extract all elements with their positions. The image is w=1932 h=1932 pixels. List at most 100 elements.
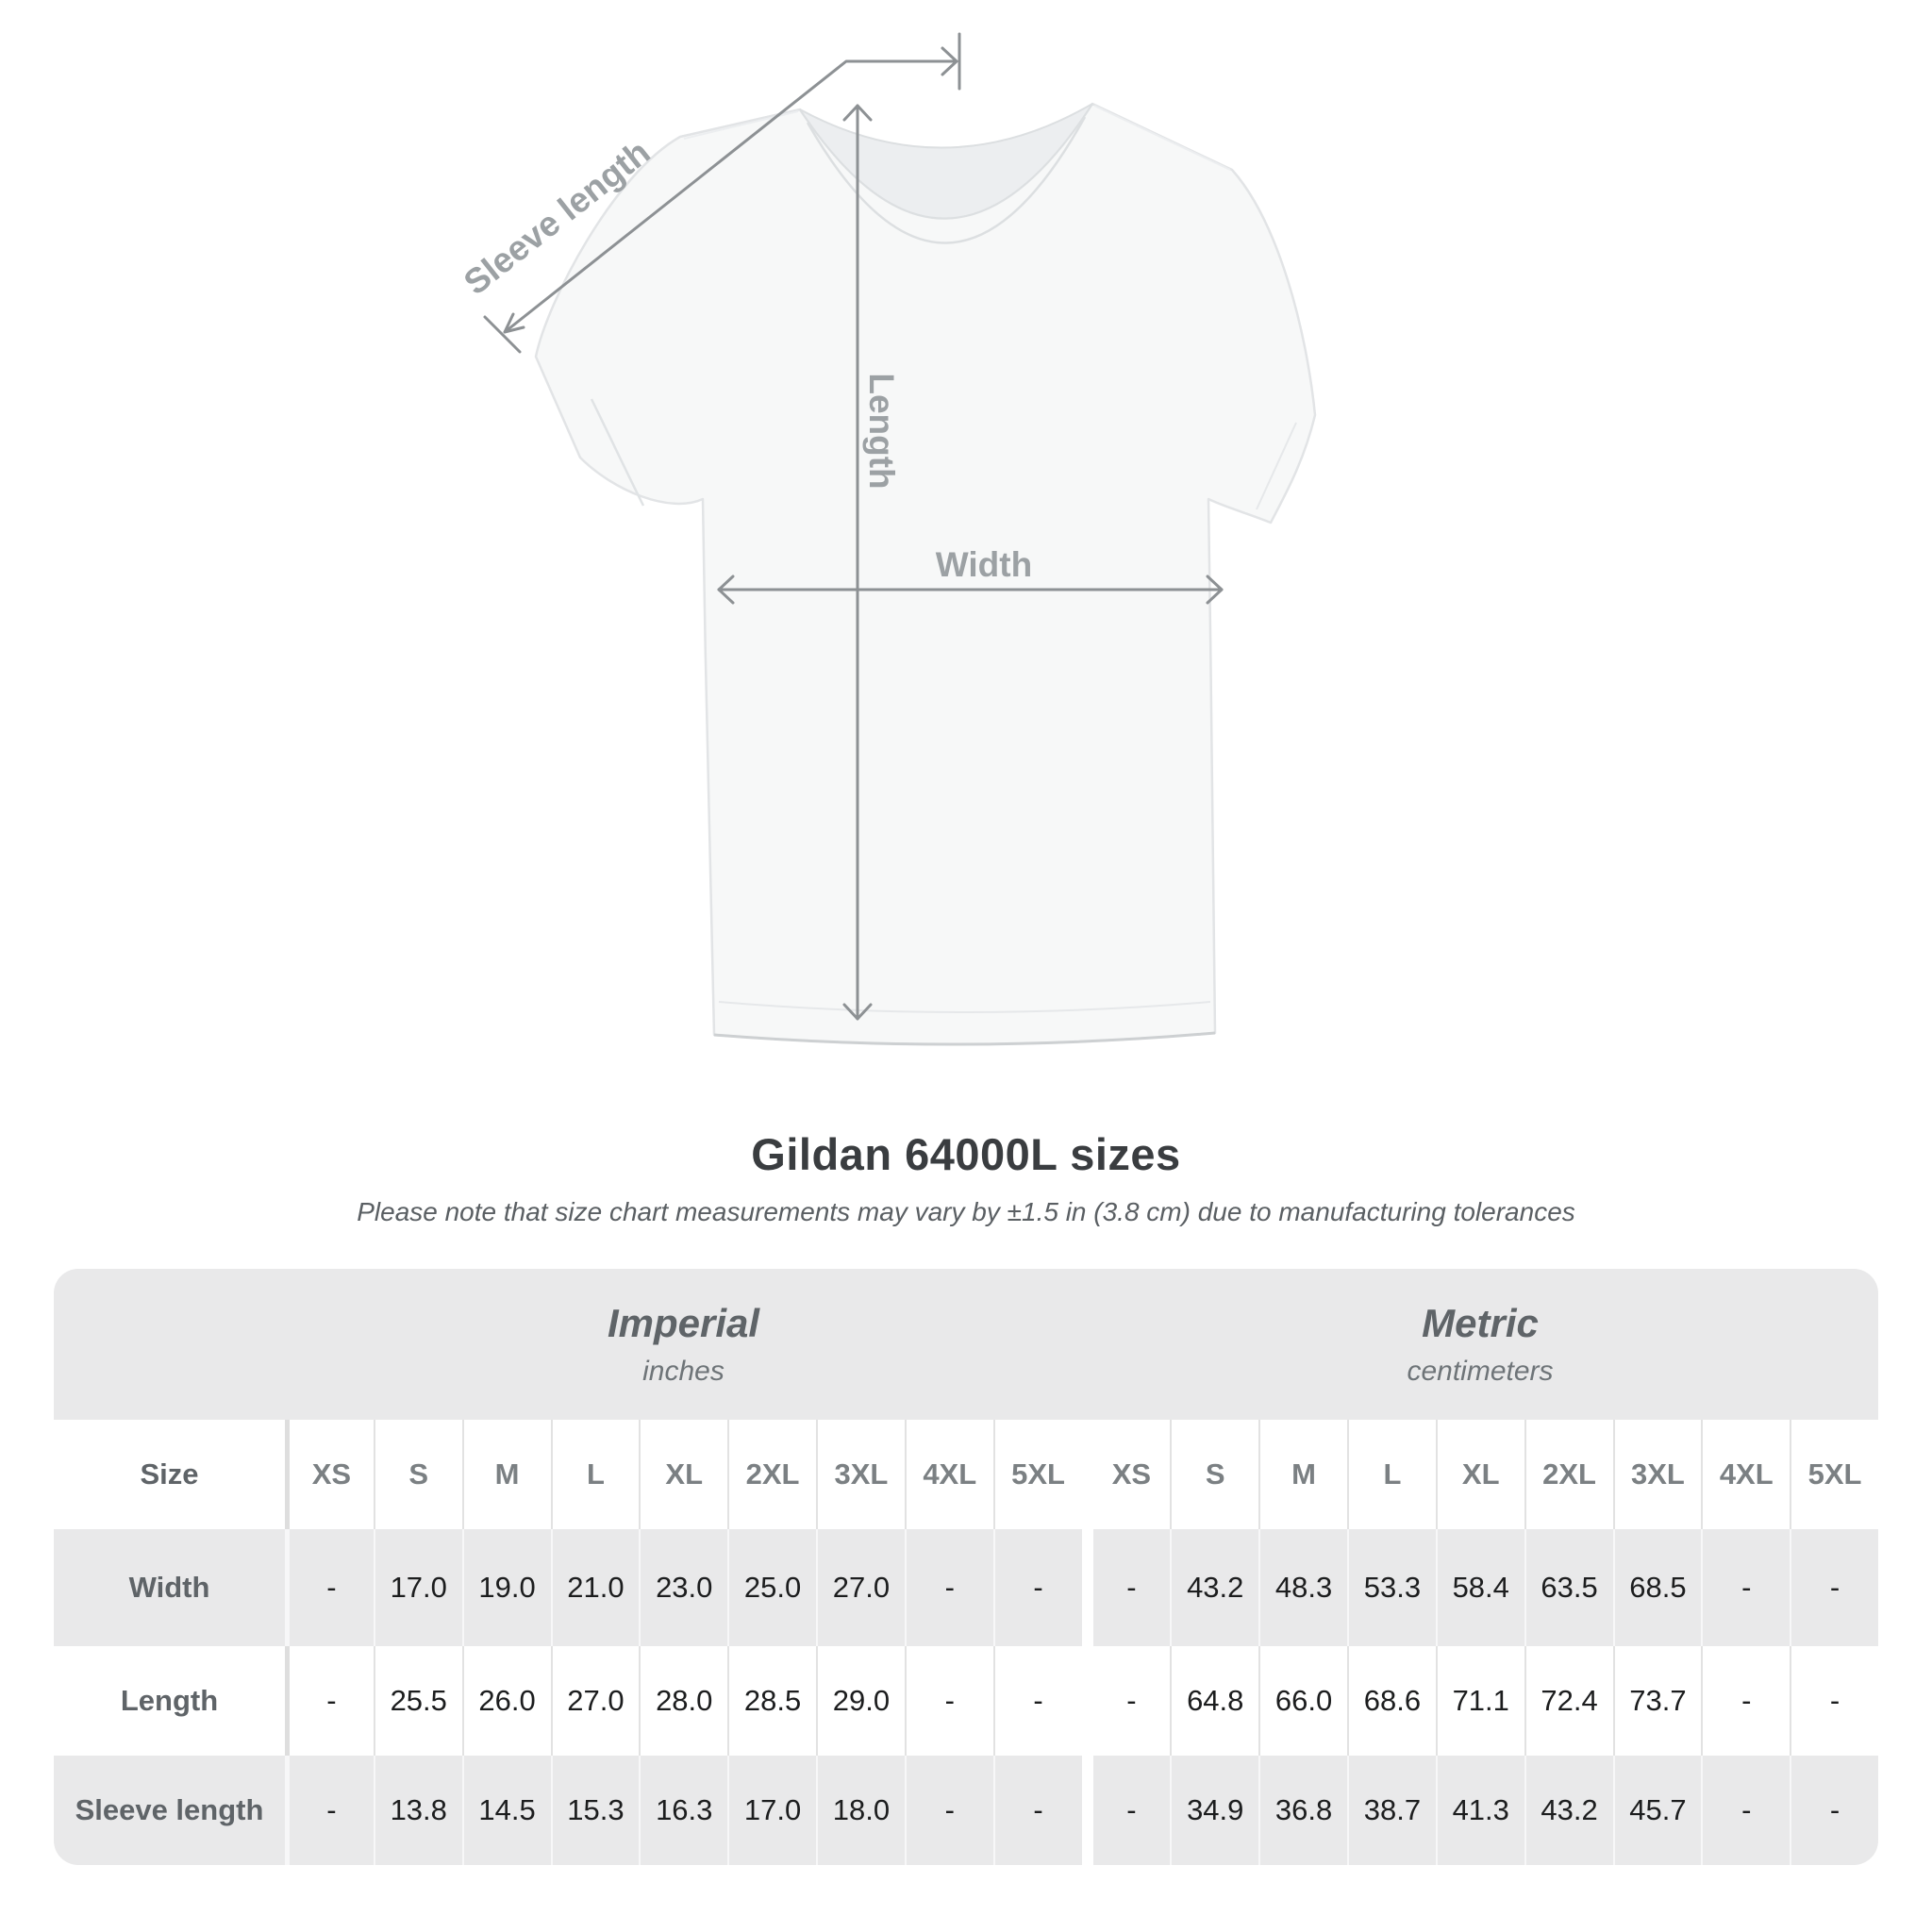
- size-value-cell: -: [904, 1646, 993, 1756]
- size-value-cell: 27.0: [550, 1646, 640, 1756]
- size-value-cell: 48.3: [1258, 1529, 1347, 1646]
- unit-group-header: Imperial inches Metric centimeters: [54, 1269, 1878, 1420]
- size-column-header: XS: [285, 1420, 374, 1529]
- size-column-header: 3XL: [816, 1420, 905, 1529]
- tshirt-illustration: [534, 102, 1317, 1046]
- size-column-header: M: [1258, 1420, 1347, 1529]
- tshirt-right-sleeve-seam: [1256, 422, 1297, 510]
- size-column-header: L: [550, 1420, 640, 1529]
- size-value-cell: 25.0: [727, 1529, 816, 1646]
- size-value-cell: 58.4: [1435, 1529, 1524, 1646]
- sleeve-end-tick: [483, 315, 522, 354]
- size-value-cell: 17.0: [727, 1756, 816, 1865]
- size-value-cell: 73.7: [1612, 1646, 1702, 1756]
- size-value-cell: 15.3: [550, 1756, 640, 1865]
- size-grid: Size XS S M L XL 2XL 3XL 4XL 5XL XS S M L XL 2XL 3XL 4XL 5…: [54, 1420, 1878, 1865]
- size-value-cell: -: [992, 1646, 1082, 1756]
- size-column-header: 2XL: [1524, 1420, 1613, 1529]
- size-column-header: S: [373, 1420, 462, 1529]
- size-value-cell: -: [1701, 1529, 1790, 1646]
- size-value-cell: -: [1081, 1756, 1171, 1865]
- size-value-cell: 23.0: [639, 1529, 728, 1646]
- tshirt-silhouette: [534, 102, 1317, 1046]
- size-value-cell: 13.8: [373, 1756, 462, 1865]
- unit-group-imperial: Imperial inches: [285, 1269, 1082, 1420]
- size-value-cell: 68.6: [1347, 1646, 1436, 1756]
- size-value-cell: 64.8: [1170, 1646, 1258, 1756]
- size-column-header: 3XL: [1612, 1420, 1702, 1529]
- size-value-cell: -: [1081, 1646, 1171, 1756]
- size-value-cell: -: [285, 1756, 374, 1865]
- size-value-cell: 28.0: [639, 1646, 727, 1756]
- size-corner-label: Size: [140, 1457, 199, 1491]
- size-value-cell: 14.5: [461, 1756, 551, 1865]
- size-column-header: XL: [1435, 1420, 1524, 1529]
- row-label: Length: [120, 1684, 219, 1717]
- size-column-header: 4XL: [904, 1420, 993, 1529]
- length-top-arrowhead: [842, 104, 873, 122]
- page-title: Gildan 64000L sizes: [751, 1129, 1181, 1179]
- size-value-cell: 18.0: [816, 1756, 905, 1865]
- size-value-cell: -: [1790, 1529, 1878, 1646]
- size-column-header: 5XL: [992, 1420, 1082, 1529]
- size-value-cell: 41.3: [1435, 1756, 1524, 1865]
- size-value-cell: 36.8: [1258, 1756, 1347, 1865]
- size-column-header: M: [461, 1420, 551, 1529]
- size-value-cell: -: [1701, 1646, 1790, 1756]
- size-value-cell: 43.2: [1170, 1529, 1259, 1646]
- sleeve-length-line: [503, 59, 958, 334]
- size-value-cell: -: [1701, 1756, 1790, 1865]
- metric-unit-label: centimeters: [1407, 1356, 1554, 1387]
- size-column-header: XL: [639, 1420, 727, 1529]
- width-right-arrowhead: [1206, 575, 1224, 605]
- size-column-header: S: [1170, 1420, 1258, 1529]
- tshirt-hem-seam: [718, 1001, 1211, 1013]
- size-value-cell: -: [285, 1529, 374, 1646]
- size-value-cell: -: [992, 1756, 1082, 1865]
- sleeve-length-right-arrowhead: [941, 46, 958, 76]
- size-column-header: 5XL: [1790, 1420, 1878, 1529]
- unit-group-metric: Metric centimeters: [1082, 1269, 1878, 1420]
- size-value-cell: 68.5: [1612, 1529, 1702, 1646]
- size-value-cell: -: [1081, 1529, 1171, 1646]
- row-label: Width: [54, 1529, 285, 1646]
- width-left-arrowhead: [717, 575, 735, 605]
- size-value-cell: -: [904, 1529, 993, 1646]
- size-column-header: L: [1347, 1420, 1436, 1529]
- size-column-header: 4XL: [1701, 1420, 1790, 1529]
- tshirt-neck-opening: [799, 103, 1093, 220]
- measurement-lines: [483, 32, 1224, 1021]
- size-value-cell: 63.5: [1524, 1529, 1613, 1646]
- size-value-cell: -: [904, 1756, 993, 1865]
- tshirt-collar-seam: [806, 116, 1087, 244]
- size-value-cell: 66.0: [1258, 1646, 1347, 1756]
- size-value-cell: 27.0: [816, 1529, 905, 1646]
- size-value-cell: 29.0: [816, 1646, 905, 1756]
- tshirt-left-sleeve-crease: [590, 398, 645, 507]
- page-subtitle: Please note that size chart measurements…: [357, 1197, 1575, 1226]
- size-value-cell: 26.0: [461, 1646, 551, 1756]
- size-value-cell: 25.5: [373, 1646, 462, 1756]
- size-value-cell: 45.7: [1612, 1756, 1702, 1865]
- size-column-header: XS: [1081, 1420, 1171, 1529]
- size-value-cell: 34.9: [1170, 1756, 1259, 1865]
- size-value-cell: 53.3: [1347, 1529, 1436, 1646]
- size-value-cell: 71.1: [1435, 1646, 1524, 1756]
- imperial-group-label: Imperial: [607, 1301, 760, 1345]
- width-label: Width: [936, 545, 1032, 584]
- size-value-cell: 16.3: [639, 1756, 728, 1865]
- tshirt-hem-edge: [713, 1031, 1216, 1046]
- size-table: Imperial inches Metric centimeters Size X…: [54, 1269, 1878, 1865]
- title-block: Gildan 64000L sizes Please note that siz…: [0, 1128, 1932, 1227]
- row-label: Sleeve length: [54, 1756, 285, 1865]
- metric-group-label: Metric: [1422, 1301, 1539, 1345]
- size-value-cell: 43.2: [1524, 1756, 1613, 1865]
- size-value-cell: -: [992, 1529, 1082, 1646]
- size-value-cell: 28.5: [727, 1646, 816, 1756]
- size-value-cell: 38.7: [1347, 1756, 1436, 1865]
- length-label: Length: [862, 373, 901, 489]
- size-column-header: 2XL: [727, 1420, 816, 1529]
- imperial-unit-label: inches: [642, 1356, 724, 1387]
- length-bottom-arrowhead: [842, 1003, 873, 1021]
- tshirt-measurement-diagram: Sleeve length Length Width: [457, 32, 1317, 1046]
